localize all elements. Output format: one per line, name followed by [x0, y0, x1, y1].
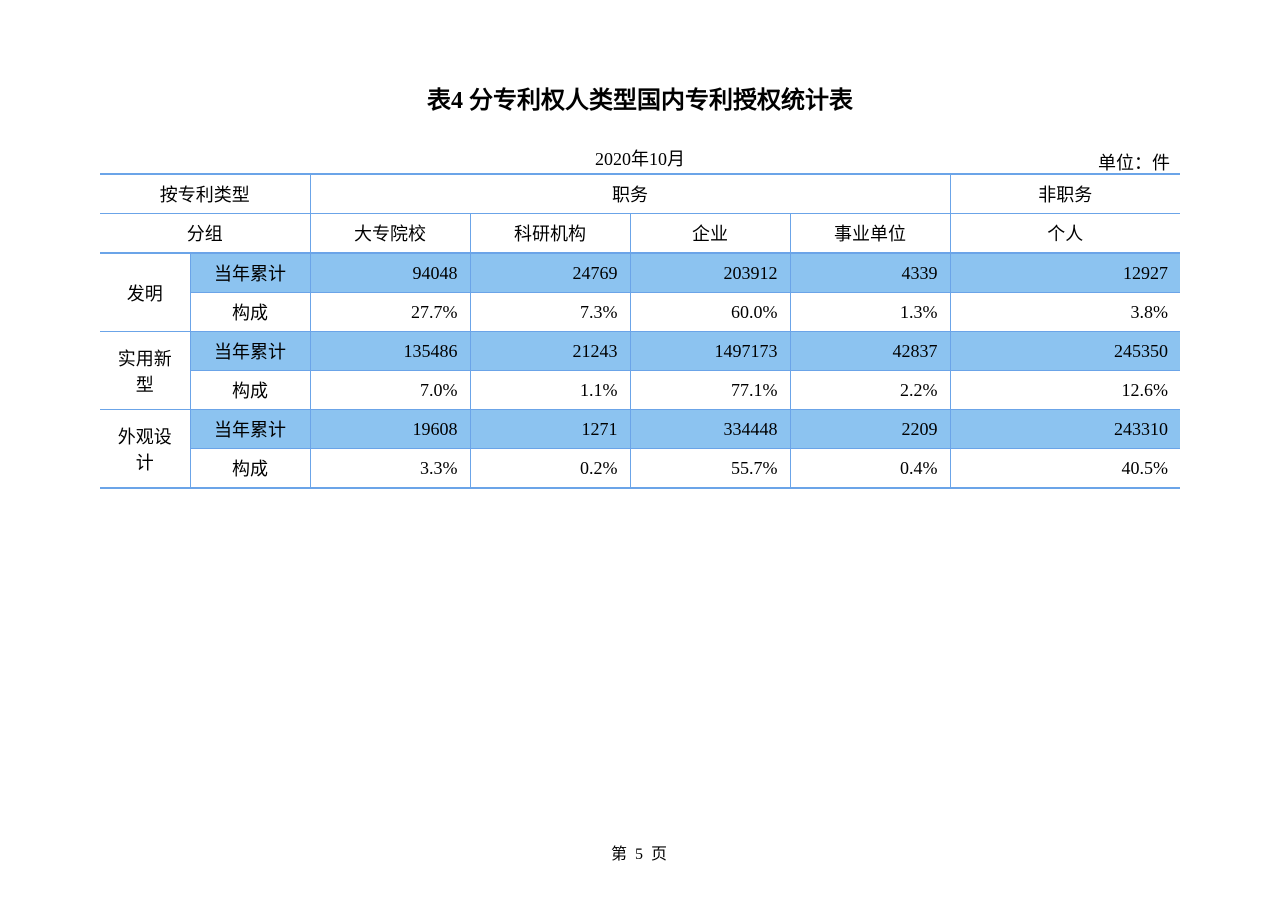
row-name-0: 发明: [100, 253, 190, 332]
metric-cumulative: 当年累计: [190, 332, 310, 371]
cell: 55.7%: [630, 449, 790, 489]
cell: 245350: [950, 332, 1180, 371]
metric-cumulative: 当年累计: [190, 253, 310, 293]
cell: 27.7%: [310, 293, 470, 332]
date-text: 2020年10月: [595, 145, 685, 171]
metric-composition: 构成: [190, 449, 310, 489]
hdr-job: 职务: [310, 174, 950, 214]
row-name-2: 外观设计: [100, 410, 190, 489]
hdr-col-0: 大专院校: [310, 214, 470, 254]
cell: 60.0%: [630, 293, 790, 332]
table-row: 发明 当年累计 94048 24769 203912 4339 12927: [100, 253, 1180, 293]
table-row: 构成 7.0% 1.1% 77.1% 2.2% 12.6%: [100, 371, 1180, 410]
hdr-group-top: 按专利类型: [100, 174, 310, 214]
table-row: 构成 3.3% 0.2% 55.7% 0.4% 40.5%: [100, 449, 1180, 489]
patent-table: 按专利类型 职务 非职务 分组 大专院校 科研机构 企业 事业单位 个人 发明 …: [100, 173, 1180, 489]
cell: 94048: [310, 253, 470, 293]
hdr-group-bottom: 分组: [100, 214, 310, 254]
metric-cumulative: 当年累计: [190, 410, 310, 449]
metric-composition: 构成: [190, 293, 310, 332]
table-row: 外观设计 当年累计 19608 1271 334448 2209 243310: [100, 410, 1180, 449]
hdr-col-2: 企业: [630, 214, 790, 254]
hdr-nonjob: 非职务: [950, 174, 1180, 214]
row-name-1: 实用新型: [100, 332, 190, 410]
cell: 3.8%: [950, 293, 1180, 332]
table-row: 实用新型 当年累计 135486 21243 1497173 42837 245…: [100, 332, 1180, 371]
cell: 203912: [630, 253, 790, 293]
cell: 0.4%: [790, 449, 950, 489]
cell: 334448: [630, 410, 790, 449]
hdr-col-3: 事业单位: [790, 214, 950, 254]
table-row: 构成 27.7% 7.3% 60.0% 1.3% 3.8%: [100, 293, 1180, 332]
cell: 1.3%: [790, 293, 950, 332]
unit-text: 单位：件: [1098, 149, 1170, 175]
meta-row: 2020年10月 单位：件: [100, 145, 1180, 173]
cell: 7.3%: [470, 293, 630, 332]
metric-composition: 构成: [190, 371, 310, 410]
cell: 12.6%: [950, 371, 1180, 410]
cell: 2.2%: [790, 371, 950, 410]
cell: 4339: [790, 253, 950, 293]
hdr-col-4: 个人: [950, 214, 1180, 254]
table-title: 表4 分专利权人类型国内专利授权统计表: [0, 80, 1280, 115]
cell: 1.1%: [470, 371, 630, 410]
cell: 40.5%: [950, 449, 1180, 489]
cell: 21243: [470, 332, 630, 371]
cell: 77.1%: [630, 371, 790, 410]
cell: 3.3%: [310, 449, 470, 489]
cell: 243310: [950, 410, 1180, 449]
cell: 24769: [470, 253, 630, 293]
cell: 0.2%: [470, 449, 630, 489]
cell: 42837: [790, 332, 950, 371]
cell: 2209: [790, 410, 950, 449]
cell: 135486: [310, 332, 470, 371]
cell: 12927: [950, 253, 1180, 293]
cell: 1497173: [630, 332, 790, 371]
hdr-col-1: 科研机构: [470, 214, 630, 254]
cell: 19608: [310, 410, 470, 449]
cell: 7.0%: [310, 371, 470, 410]
page-footer: 第 5 页: [0, 840, 1280, 864]
cell: 1271: [470, 410, 630, 449]
